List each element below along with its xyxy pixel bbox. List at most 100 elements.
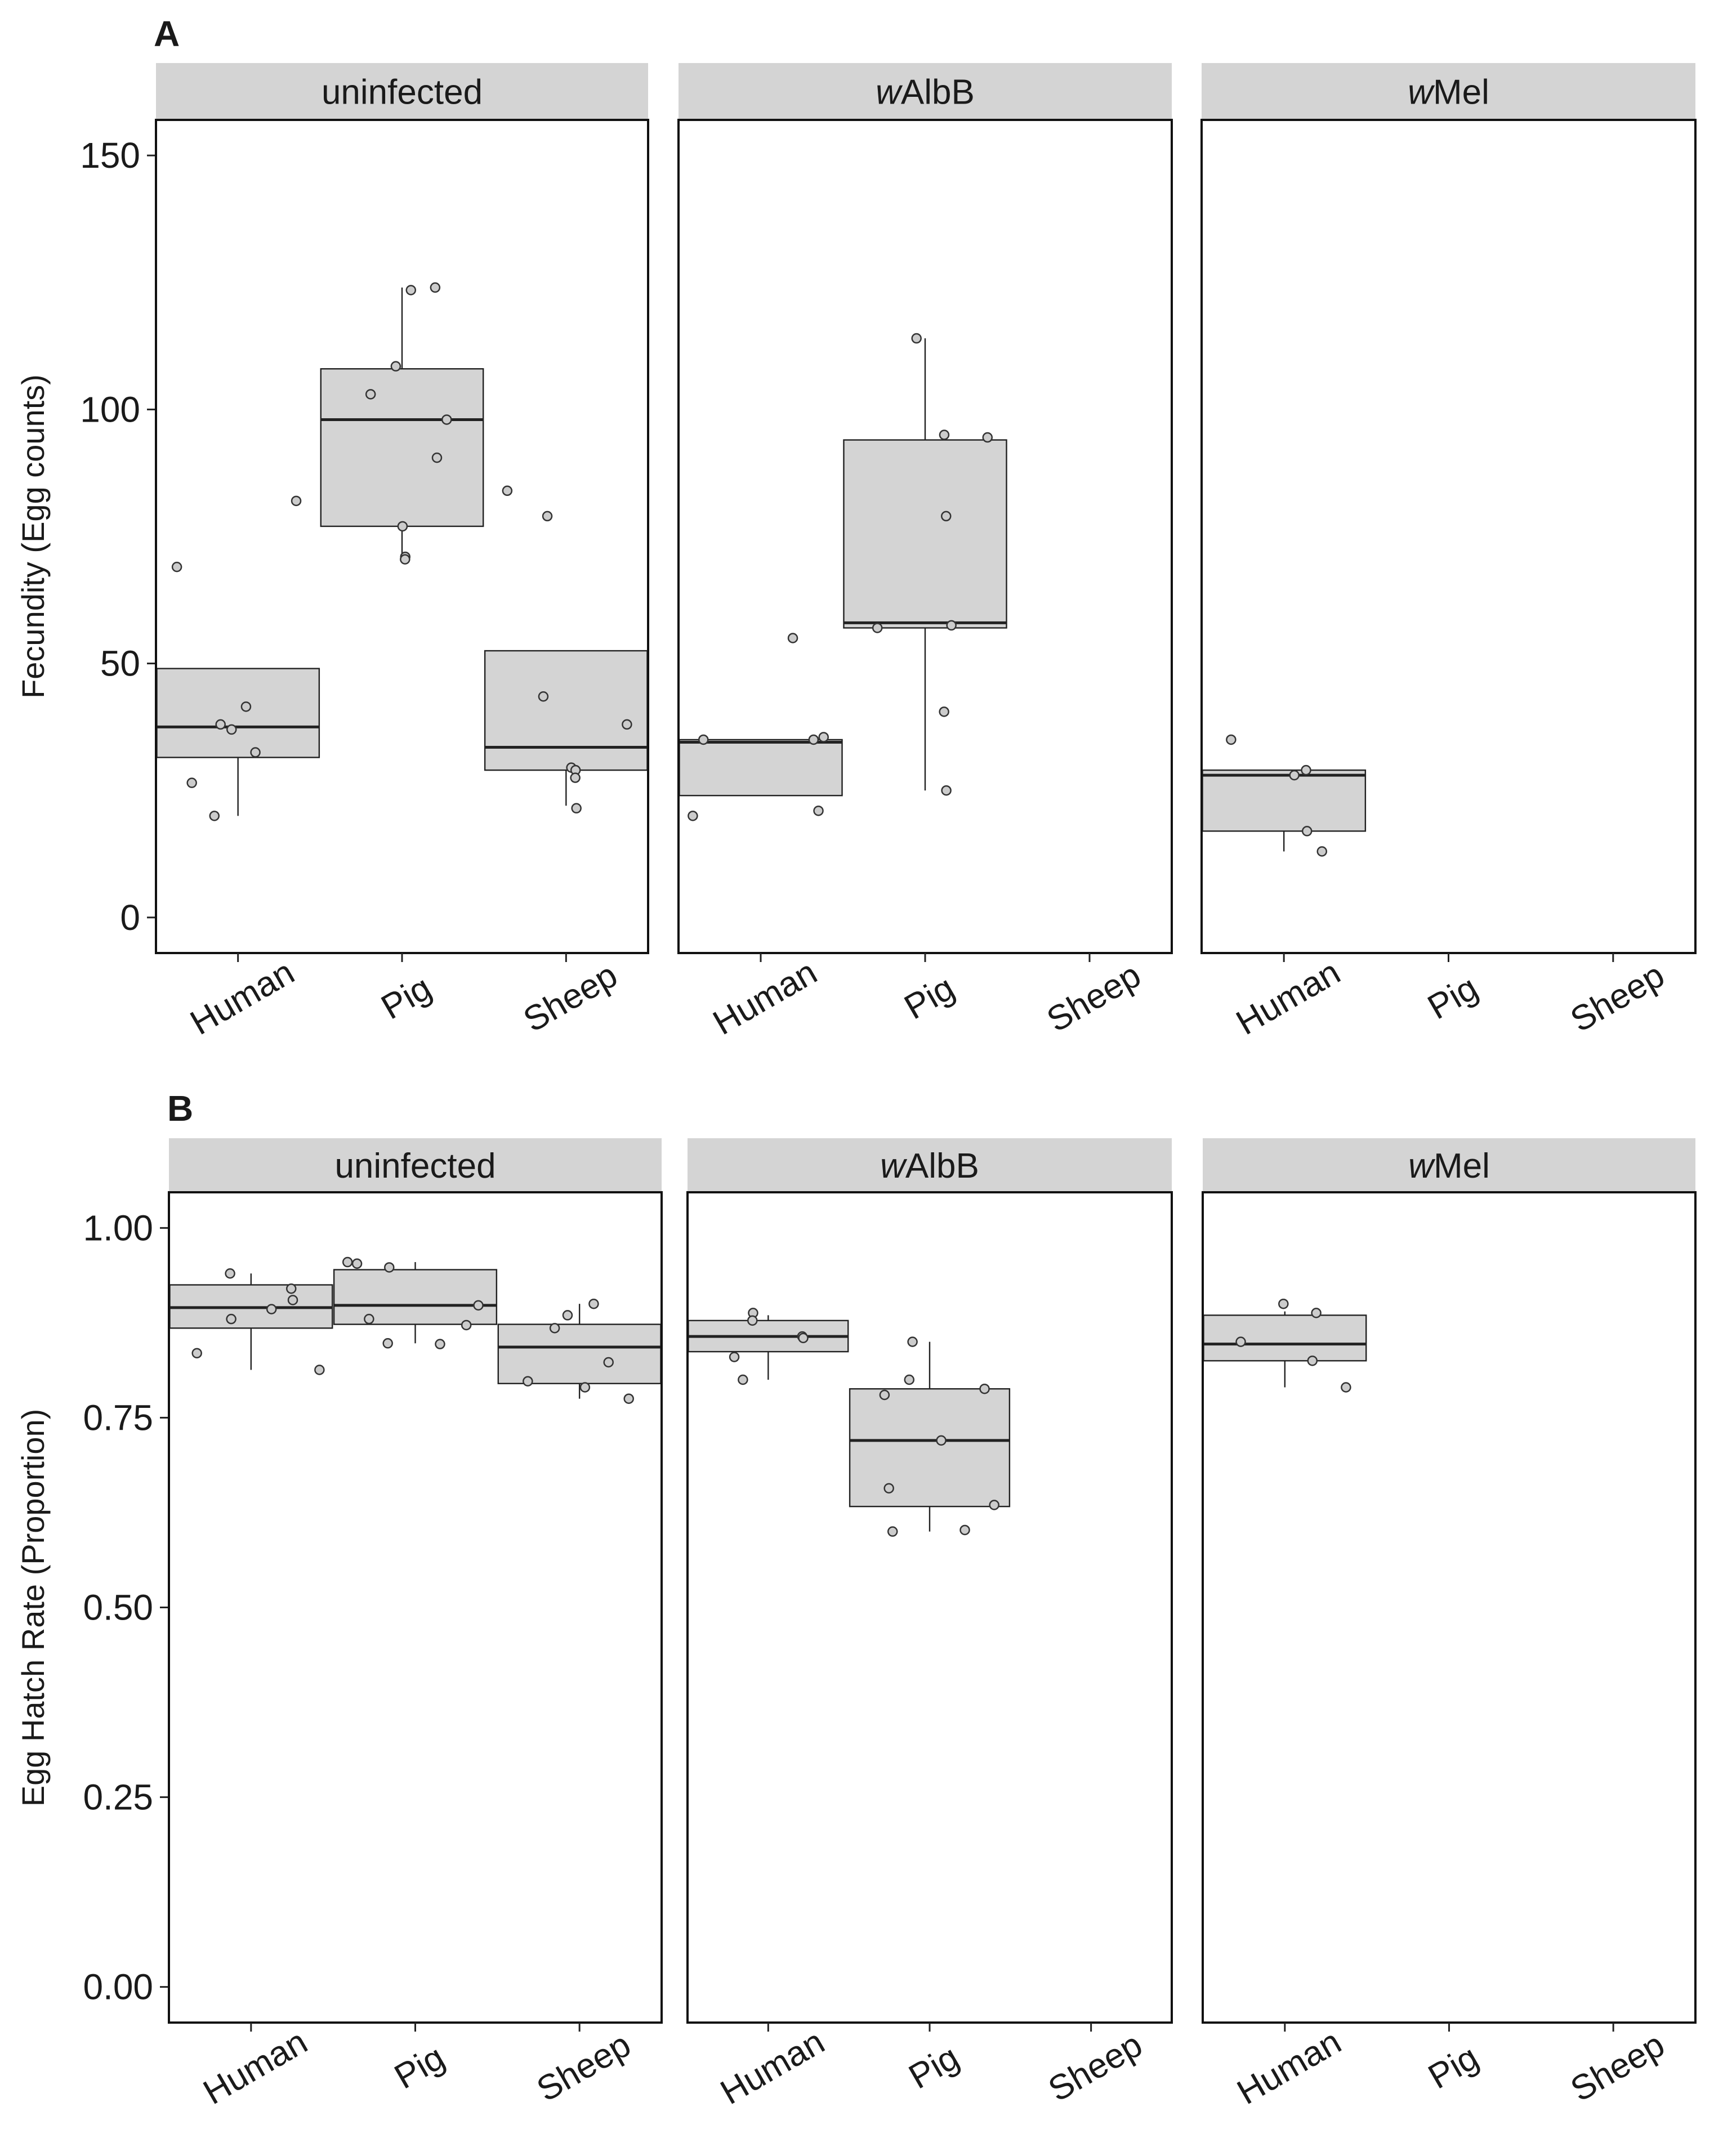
- data-point: [1226, 734, 1237, 745]
- x-tick-label: Sheep: [517, 956, 624, 1040]
- data-point: [887, 1526, 898, 1537]
- data-point: [588, 1298, 599, 1309]
- data-point: [787, 633, 798, 643]
- box-group-pig: [849, 1336, 1011, 1537]
- y-tick-label: 1.00: [83, 1207, 153, 1248]
- box-group-human: [1203, 1298, 1367, 1393]
- data-point: [570, 772, 581, 783]
- x-axis: Human Pig Sheep: [184, 952, 624, 1043]
- box-group-human: [688, 1308, 849, 1385]
- data-point: [904, 1374, 915, 1385]
- data-point: [688, 811, 698, 821]
- data-point: [285, 1283, 297, 1294]
- facet-strip-name: uninfected: [322, 73, 483, 112]
- data-point: [382, 1338, 393, 1349]
- data-point: [430, 282, 441, 293]
- x-axis: Human Pig Sheep: [1231, 2022, 1671, 2112]
- data-point: [911, 333, 922, 344]
- x-axis: Human Pig Sheep: [707, 952, 1148, 1043]
- data-point: [1311, 1308, 1322, 1318]
- panel-letter: B: [167, 1088, 193, 1129]
- box-group-sheep: [497, 1298, 662, 1404]
- y-tick-label: 100: [80, 389, 140, 430]
- box-iqr: [1203, 1314, 1367, 1362]
- data-point: [461, 1319, 472, 1331]
- facet-wmel: wMel Human Pig Sheep: [1202, 1138, 1697, 2112]
- data-point: [215, 719, 226, 730]
- facet-uninfected: uninfected Human Pig Sheep: [155, 63, 649, 1043]
- facet-strip-label: wAlbB: [880, 1147, 979, 1186]
- panel-a: A Fecundity (Egg counts) 0 50 100 150 uninfect…: [15, 14, 1697, 1043]
- facet-strip-name: uninfected: [334, 1147, 496, 1186]
- x-tick-label: Sheep: [1564, 956, 1671, 1040]
- data-point: [226, 724, 237, 735]
- data-point: [225, 1268, 235, 1279]
- facet-strip: [679, 63, 1172, 120]
- data-point: [907, 1336, 918, 1347]
- data-point: [872, 623, 883, 633]
- box-iqr: [333, 1269, 498, 1325]
- data-point: [171, 561, 182, 572]
- data-point: [747, 1315, 758, 1326]
- x-tick-label: Human: [1231, 2022, 1348, 2112]
- x-axis: Human Pig Sheep: [197, 2022, 637, 2112]
- x-tick-label: Pig: [1421, 968, 1484, 1027]
- data-point: [818, 732, 829, 742]
- box-group-pig: [333, 1256, 498, 1349]
- box-iqr: [497, 1323, 662, 1384]
- data-point: [364, 1313, 374, 1325]
- data-point: [240, 701, 252, 712]
- panel-letter: A: [154, 14, 180, 54]
- data-point: [579, 1382, 591, 1393]
- data-point: [879, 1389, 890, 1401]
- box-group-pig: [843, 333, 1007, 796]
- y-tick-label: 50: [100, 643, 140, 684]
- facet-strip-prefix: w: [1408, 1147, 1436, 1186]
- y-axis-title: Fecundity (Egg counts): [15, 374, 51, 699]
- y-tick-label: 0.50: [83, 1587, 153, 1628]
- x-tick-label: Human: [707, 952, 824, 1043]
- facet-strip-name: AlbB: [905, 1147, 979, 1186]
- data-point: [441, 414, 452, 425]
- data-point: [473, 1300, 484, 1311]
- x-axis: Human Pig Sheep: [1230, 952, 1671, 1043]
- facet-strip-label: wAlbB: [876, 73, 975, 112]
- panel-b: B Egg Hatch Rate (Proportion) 0.00 0.25 0.50…: [15, 1088, 1697, 2112]
- facet-strip-name: Mel: [1434, 1147, 1490, 1186]
- data-point: [622, 719, 632, 730]
- facet-strip-prefix: w: [880, 1147, 908, 1186]
- data-point: [1278, 1298, 1289, 1309]
- data-point: [936, 1435, 947, 1446]
- data-point: [431, 452, 443, 463]
- y-tick-label: 0.75: [83, 1397, 153, 1438]
- box-iqr: [484, 650, 648, 771]
- y-tick-label: 150: [80, 135, 140, 176]
- y-axis-title: Egg Hatch Rate (Proportion): [15, 1409, 51, 1807]
- data-point: [186, 777, 197, 788]
- data-point: [941, 785, 952, 796]
- facet-uninfected: uninfected Human Pig Sheep: [168, 1138, 663, 2112]
- data-point: [939, 430, 950, 440]
- data-point: [941, 511, 952, 522]
- data-point: [390, 361, 401, 372]
- box-group-human: [169, 1268, 333, 1375]
- data-point: [729, 1352, 740, 1362]
- box-group-sheep: [484, 485, 648, 814]
- data-point: [623, 1393, 634, 1404]
- box-iqr: [320, 368, 484, 527]
- data-point: [738, 1374, 748, 1385]
- x-tick-label: Pig: [375, 968, 438, 1027]
- data-point: [287, 1295, 298, 1305]
- data-point: [959, 1524, 970, 1536]
- data-point: [400, 554, 410, 565]
- box-group-human: [1202, 734, 1367, 857]
- data-point: [1316, 846, 1328, 857]
- x-tick-label: Pig: [1422, 2038, 1485, 2097]
- box-group-pig: [320, 282, 484, 565]
- data-point: [989, 1500, 999, 1510]
- data-point: [1341, 1382, 1351, 1393]
- facet-strip: [1202, 63, 1695, 120]
- x-tick-label: Human: [1230, 952, 1347, 1043]
- facet-walbb: wAlbB Human Pig Sheep: [677, 63, 1173, 1043]
